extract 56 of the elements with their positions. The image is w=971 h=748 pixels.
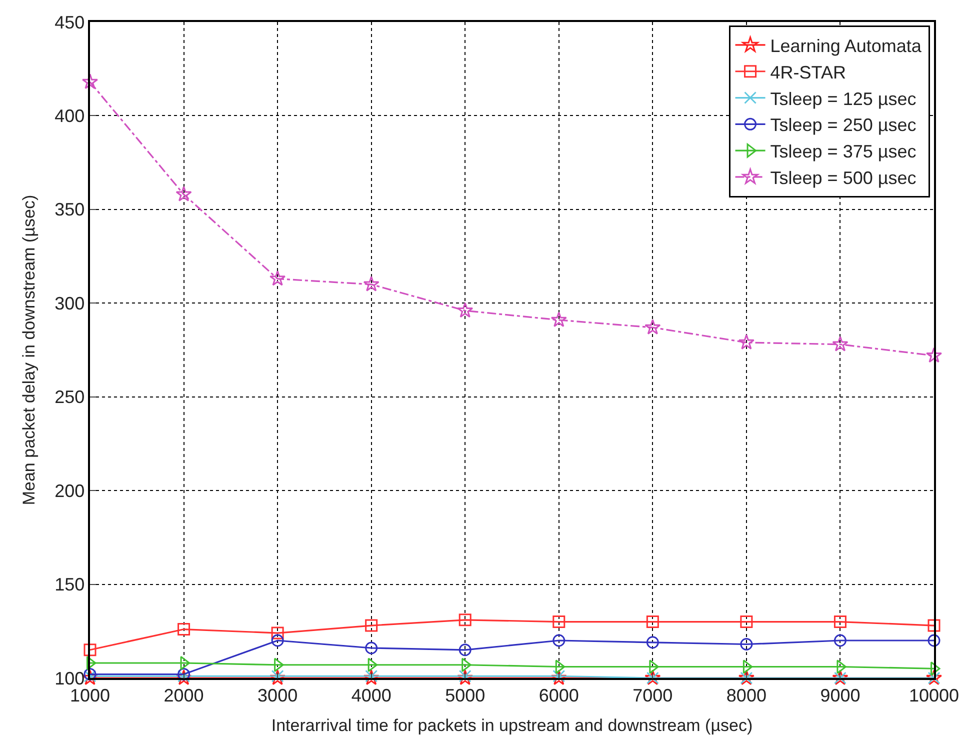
x-tick-label: 2000 [164, 685, 204, 706]
point [271, 626, 284, 640]
point [738, 334, 755, 350]
point [928, 619, 940, 632]
x-tick-label: 6000 [538, 685, 579, 706]
y-axis-title: Mean packet delay in downstream (µsec) [20, 194, 39, 506]
y-tick-label: 300 [54, 293, 85, 314]
point [84, 644, 96, 656]
point [834, 634, 846, 647]
legend-label: Tsleep = 125 µsec [770, 88, 916, 109]
point [457, 302, 474, 318]
x-tick-label: 5000 [445, 685, 486, 706]
point [550, 312, 567, 327]
point [363, 276, 380, 292]
point [365, 619, 378, 632]
point [365, 642, 378, 654]
point [178, 623, 190, 636]
point [832, 336, 848, 352]
point [269, 270, 286, 286]
point [740, 616, 753, 628]
point [180, 656, 190, 670]
y-tick-label: 450 [54, 12, 85, 32]
x-tick-label: 4000 [351, 685, 392, 706]
y-tick-label: 150 [54, 574, 85, 595]
y-tick-label: 200 [54, 480, 85, 501]
x-tick-label: 10000 [908, 685, 960, 706]
point [552, 634, 566, 647]
x-axis-title: Interarrival time for packets in upstream and downstream (µsec) [271, 716, 753, 736]
x-tick-label: 7000 [632, 685, 673, 706]
legend-label: Learning Automata [770, 36, 922, 56]
point [271, 634, 284, 647]
point [646, 636, 659, 649]
point [458, 614, 472, 626]
x-tick-label: 8000 [726, 685, 766, 706]
point [742, 660, 753, 674]
point [646, 616, 659, 628]
y-tick-label: 250 [54, 387, 85, 408]
point [552, 616, 566, 628]
legend-label: Tsleep = 375 µsec [770, 142, 916, 162]
x-tick-label: 9000 [820, 685, 860, 706]
point [458, 644, 472, 656]
legend-label: Tsleep = 250 µsec [770, 115, 916, 136]
point [555, 660, 566, 674]
legend-label: Tsleep = 500 µsec [770, 168, 916, 188]
point [740, 638, 753, 651]
y-tick-label: 400 [54, 106, 85, 126]
point [82, 74, 98, 89]
point [176, 186, 192, 202]
point [834, 616, 846, 628]
point [368, 658, 378, 672]
y-tick-label: 350 [54, 200, 85, 220]
x-tick-label: 3000 [258, 685, 298, 706]
point [644, 319, 661, 334]
legend-label: 4R-STAR [770, 62, 846, 82]
point [928, 634, 940, 647]
point [926, 347, 942, 363]
